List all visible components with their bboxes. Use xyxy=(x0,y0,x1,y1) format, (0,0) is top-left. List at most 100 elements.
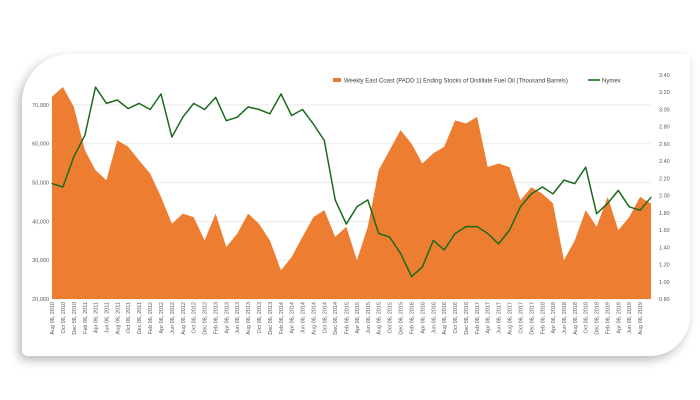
nymex-point xyxy=(356,206,358,208)
x-tick-label: Jun 06, 2014 xyxy=(300,302,306,334)
nymex-point xyxy=(182,116,184,118)
left-tick-label: 20,000 xyxy=(32,297,49,303)
nymex-point xyxy=(51,182,53,185)
x-tick-label: Feb 06, 2013 xyxy=(214,302,220,334)
legend: Weekly East Coast (PADD 1) Ending Stocks… xyxy=(333,78,621,85)
nymex-point xyxy=(399,252,402,254)
nymex-point xyxy=(138,102,140,105)
left-tick-label: 50,000 xyxy=(32,181,49,187)
nymex-point xyxy=(378,232,380,235)
x-tick-label: Oct 06, 2010 xyxy=(61,302,67,334)
nymex-point xyxy=(563,179,565,181)
nymex-point xyxy=(116,99,118,101)
nymex-point xyxy=(345,223,347,225)
nymex-point xyxy=(160,93,162,95)
x-tick-label: Jun 06, 2019 xyxy=(627,302,633,334)
x-tick-label: Jun 06, 2013 xyxy=(235,302,241,334)
x-tick-label: Feb 06, 2019 xyxy=(606,302,612,334)
right-tick-label: 1.40 xyxy=(659,245,670,251)
x-tick-label: Jun 06, 2015 xyxy=(366,302,372,334)
x-tick-label: Apr 06, 2015 xyxy=(355,302,361,334)
nymex-point xyxy=(215,96,217,98)
right-tick-label: 2.40 xyxy=(659,159,670,165)
nymex-point xyxy=(149,108,151,111)
nymex-point xyxy=(258,108,260,111)
nymex-point xyxy=(443,249,445,251)
x-tick-label: Aug 06, 2017 xyxy=(507,302,513,335)
x-tick-label: Oct 06, 2018 xyxy=(584,302,590,334)
x-tick-label: Jun 06, 2017 xyxy=(497,302,503,334)
nymex-point xyxy=(323,139,325,142)
x-tick-label: Apr 06, 2013 xyxy=(224,302,230,334)
nymex-point xyxy=(193,102,195,105)
x-tick-label: Apr 06, 2016 xyxy=(420,302,426,334)
right-tick-label: 1.00 xyxy=(659,280,670,286)
x-tick-label: Jun 06, 2012 xyxy=(170,302,176,334)
x-tick-label: Feb 06, 2012 xyxy=(148,302,154,334)
x-tick-label: Feb 06, 2011 xyxy=(83,302,89,334)
x-tick-label: Jun 06, 2016 xyxy=(431,302,437,334)
x-tick-label: Oct 06, 2012 xyxy=(192,302,198,334)
right-tick-label: 3.40 xyxy=(659,73,670,79)
x-tick-label: Jun 06, 2018 xyxy=(562,302,568,334)
left-tick-label: 40,000 xyxy=(32,219,49,225)
right-tick-label: 0.80 xyxy=(659,297,670,303)
legend-label-nymex: Nymex xyxy=(602,79,621,85)
nymex-point xyxy=(476,226,478,228)
left-tick-label: 60,000 xyxy=(32,142,49,148)
left-tick-label: 70,000 xyxy=(32,103,49,109)
right-tick-label: 2.20 xyxy=(659,176,670,182)
nymex-point xyxy=(454,232,456,235)
nymex-point xyxy=(432,239,434,242)
nymex-point xyxy=(290,114,293,117)
nymex-point xyxy=(236,116,238,118)
x-tick-label: Feb 06, 2017 xyxy=(475,302,481,334)
x-tick-label: Dec 06, 2017 xyxy=(529,302,535,335)
x-tick-label: Oct 06, 2014 xyxy=(322,302,328,334)
x-tick-label: Apr 06, 2017 xyxy=(486,302,492,334)
x-tick-label: Dec 06, 2014 xyxy=(333,302,339,335)
nymex-point xyxy=(204,108,206,111)
nymex-point xyxy=(497,243,500,245)
nymex-point xyxy=(421,266,423,268)
nymex-line-series xyxy=(51,86,652,278)
x-tick-label: Aug 06, 2012 xyxy=(181,302,187,335)
nymex-point xyxy=(530,193,532,195)
nymex-point xyxy=(301,108,304,111)
nymex-point xyxy=(617,189,619,192)
x-tick-label: Aug 06, 2015 xyxy=(377,302,383,335)
right-tick-label: 1.20 xyxy=(659,263,670,269)
right-tick-label: 1.80 xyxy=(659,211,670,217)
x-tick-label: Apr 06, 2011 xyxy=(93,302,99,333)
chart-card: 20,000 30,000 40,000 50,000 60,000 70,000 0.8… xyxy=(22,54,690,356)
x-tick-label: Aug 06, 2013 xyxy=(246,302,252,335)
nymex-point xyxy=(465,226,467,228)
nymex-point xyxy=(127,108,129,110)
x-tick-label: Apr 06, 2014 xyxy=(290,302,296,334)
nymex-point xyxy=(585,166,587,168)
nymex-point xyxy=(225,120,227,122)
nymex-line xyxy=(51,86,652,278)
nymex-point xyxy=(552,193,554,195)
nymex-point xyxy=(94,86,97,88)
x-tick-label: Dec 06, 2010 xyxy=(72,302,78,335)
x-tick-label: Aug 06, 2014 xyxy=(311,302,317,335)
x-tick-label: Apr 06, 2019 xyxy=(616,302,622,334)
x-tick-label: Oct 06, 2016 xyxy=(453,302,459,334)
right-tick-label: 1.60 xyxy=(659,228,670,234)
x-tick-label: Dec 06, 2016 xyxy=(464,302,470,335)
x-tick-label: Oct 06, 2015 xyxy=(388,302,394,334)
nymex-point xyxy=(519,206,521,208)
nymex-point xyxy=(334,199,336,201)
right-tick-label: 2.60 xyxy=(659,142,670,148)
x-tick-label: Dec 06, 2018 xyxy=(595,302,601,335)
x-tick-label: Dec 06, 2013 xyxy=(268,302,274,335)
nymex-point xyxy=(487,232,489,235)
x-tick-label: Jun 06, 2011 xyxy=(104,302,110,333)
nymex-point xyxy=(269,113,271,115)
stocks-area xyxy=(52,87,651,299)
nymex-point xyxy=(411,276,413,278)
left-axis-ticks: 20,000 30,000 40,000 50,000 60,000 70,000 xyxy=(32,103,49,303)
nymex-point xyxy=(62,186,64,188)
x-tick-label: Feb 06, 2015 xyxy=(344,302,350,334)
